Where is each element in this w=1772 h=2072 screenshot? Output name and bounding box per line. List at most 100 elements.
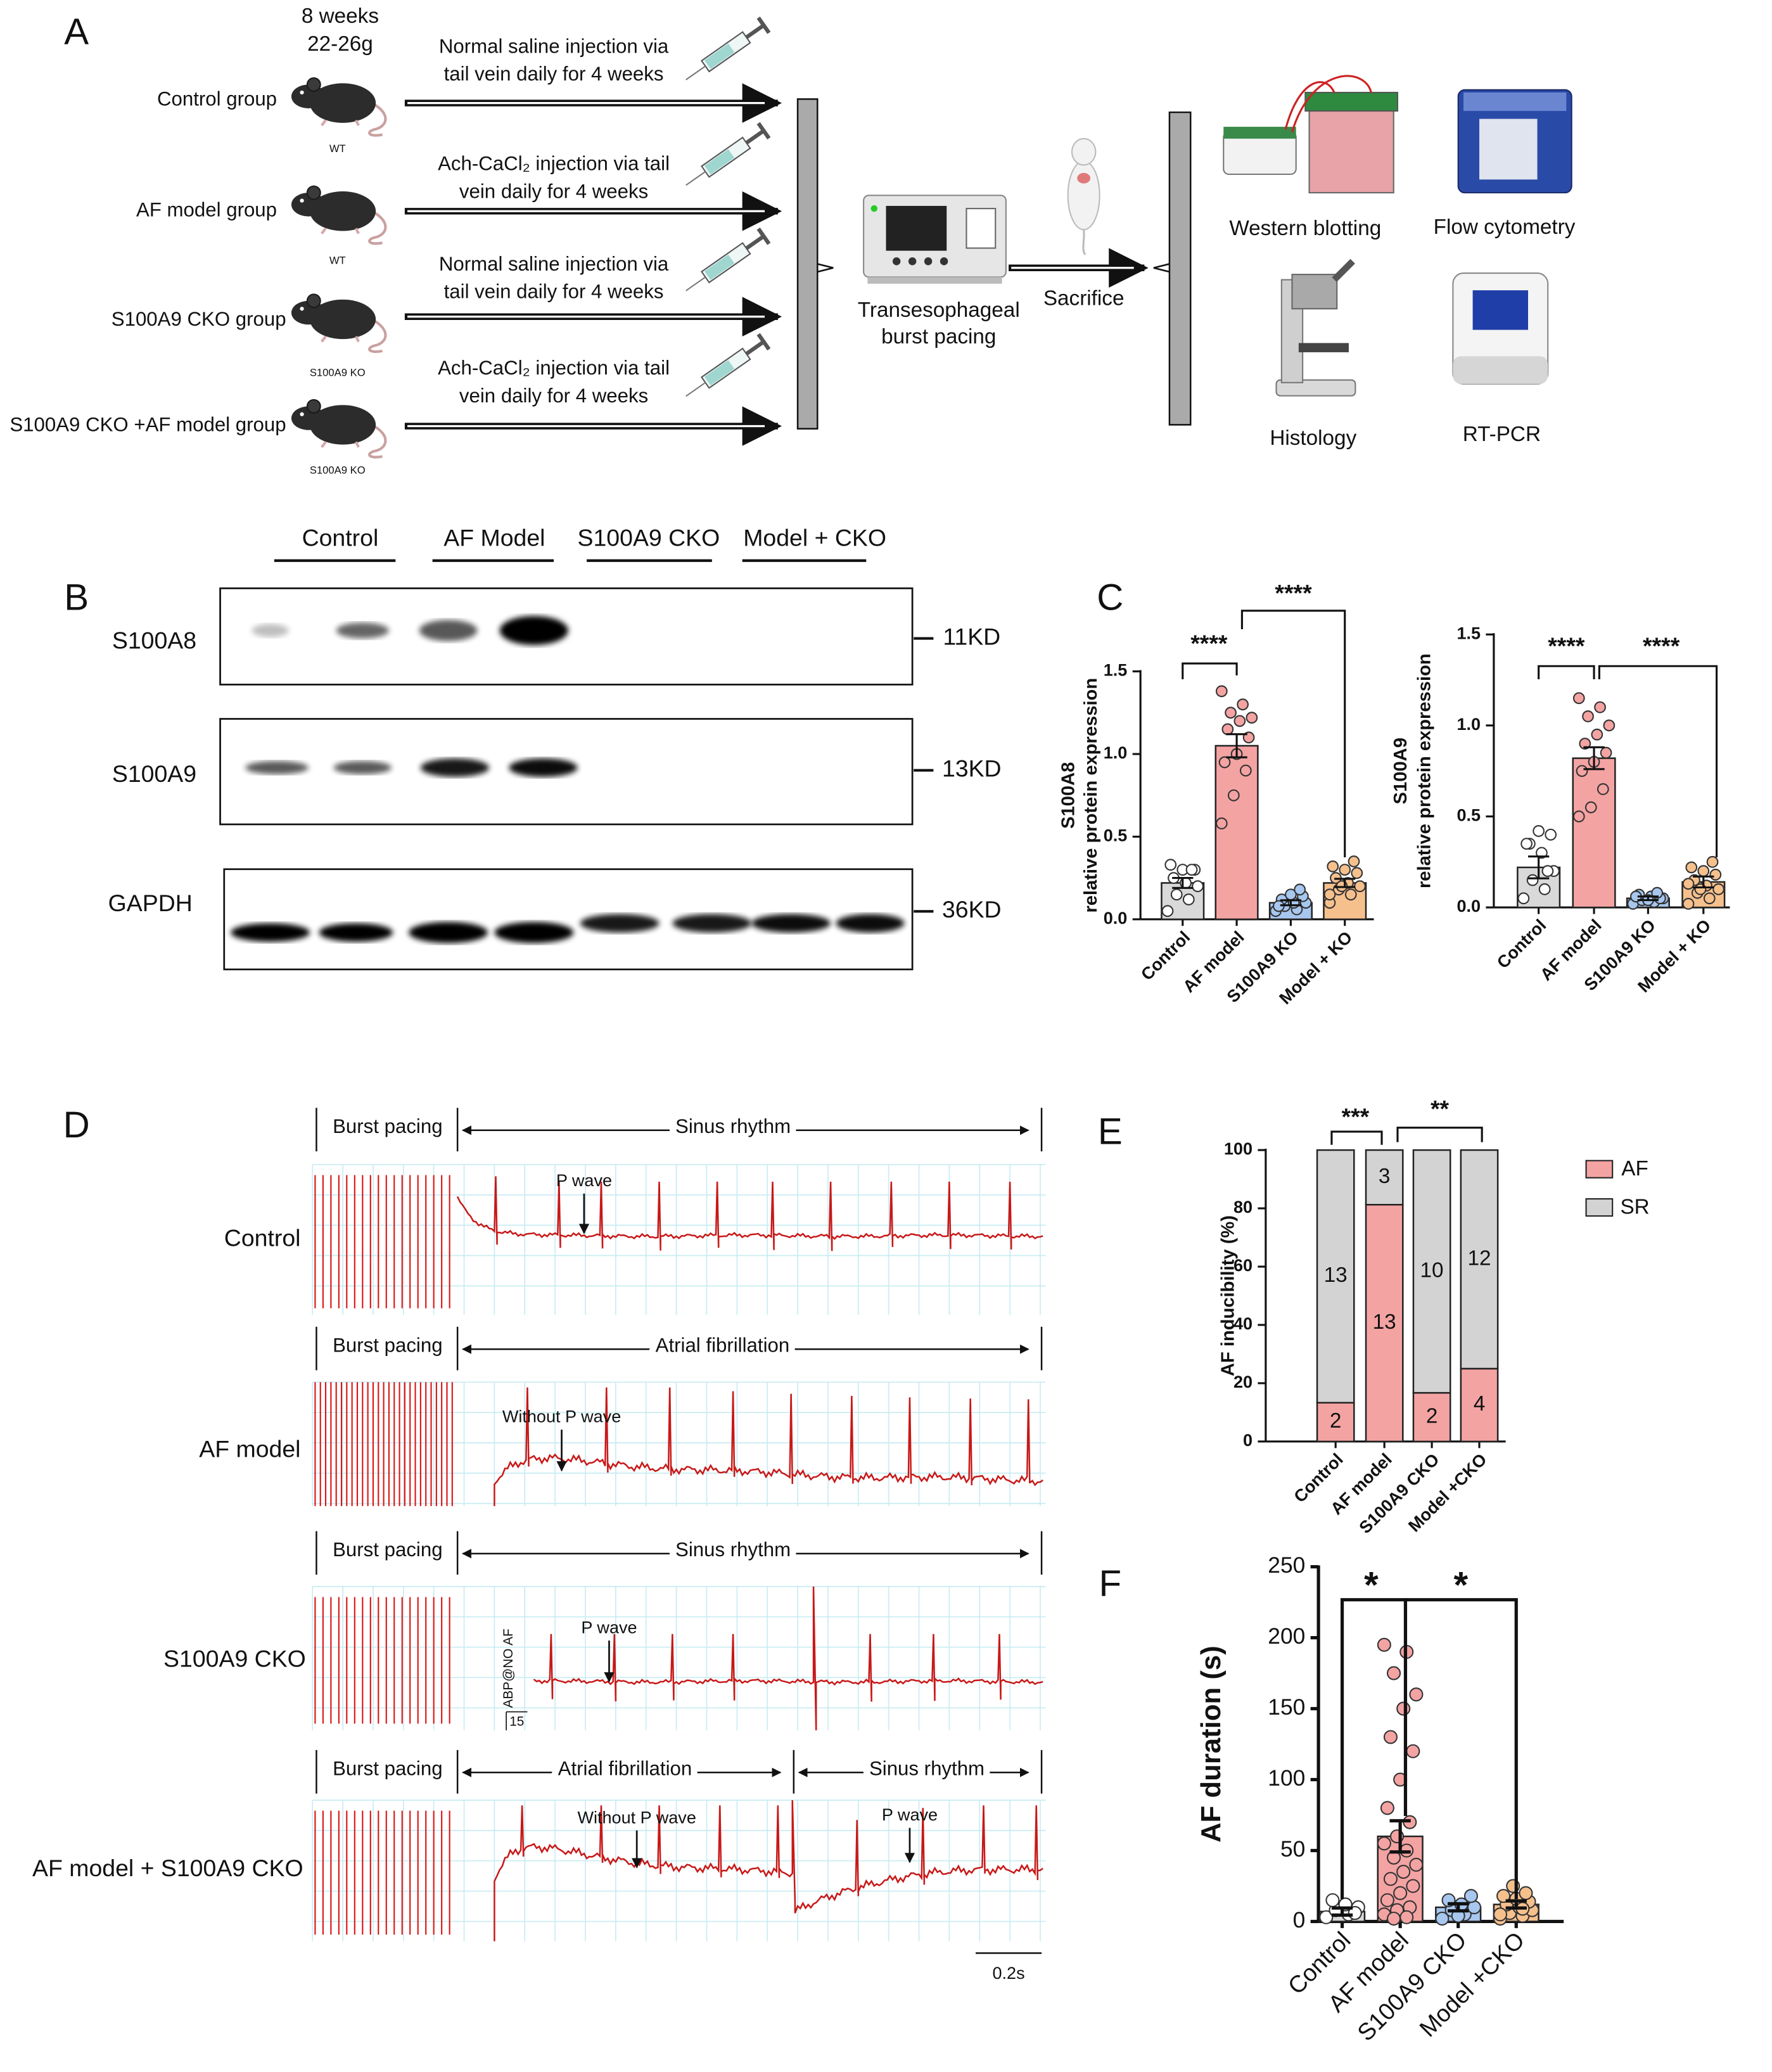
segment-label: Burst pacing (333, 1757, 442, 1779)
panel-letter: B (64, 577, 89, 618)
syringe-liquid (704, 43, 735, 69)
mouse-eye (300, 412, 304, 416)
mouse-feet (321, 227, 360, 234)
data-point (1161, 905, 1174, 918)
error-bar (1637, 895, 1659, 902)
annotation-box (506, 1711, 528, 1730)
genotype: S100A9 KO (310, 464, 366, 476)
data-point (1576, 765, 1588, 777)
data-point (1325, 1893, 1340, 1907)
segment-count: 4 (1474, 1392, 1486, 1416)
segment-label: Atrial fibrillation (558, 1757, 692, 1779)
mouse-eye (300, 90, 304, 95)
data-point (1579, 738, 1591, 750)
data-point (1591, 728, 1603, 741)
y-tick-label: 250 (1268, 1553, 1305, 1578)
blot-box (223, 868, 914, 971)
data-point (1597, 783, 1609, 795)
trace-annotation: Without P wave (502, 1407, 621, 1426)
mouse-ear (306, 77, 321, 92)
bar-segment (1365, 1204, 1404, 1443)
bar (1572, 757, 1616, 909)
y-axis-label: S100A8 (1058, 762, 1078, 829)
device-knob (908, 257, 917, 265)
y-tick-label: 80 (1233, 1198, 1253, 1217)
ecg-trace (456, 1176, 1043, 1251)
blot-band (836, 914, 905, 933)
device-foot (867, 277, 1002, 284)
group-name: S100A9 CKO group (112, 308, 286, 330)
treatment: Ach-CaCl₂ injection via tail (438, 357, 670, 379)
data-point (1351, 867, 1363, 879)
mouse-icon (291, 185, 387, 245)
panel-letter: D (63, 1104, 90, 1146)
y-tick-label: 0.0 (1104, 909, 1128, 928)
error-bar (1389, 1819, 1411, 1854)
blot-band (252, 624, 289, 637)
group-name: S100A9 CKO +AF model group (10, 414, 286, 436)
error-bar (1280, 899, 1302, 907)
data-point (1380, 1893, 1394, 1907)
y-tick-label: 0.5 (1456, 806, 1481, 825)
group-name: AF model group (136, 199, 277, 221)
bar (1214, 745, 1259, 921)
data-point (1496, 1889, 1511, 1903)
syringe-liquid (704, 149, 735, 175)
data-point (1182, 893, 1195, 905)
data-point (1538, 883, 1551, 895)
segment-label: Atrial fibrillation (656, 1334, 790, 1356)
syringe-icon (685, 227, 771, 291)
y-tick-label: 0.0 (1456, 897, 1481, 916)
segment-label: Burst pacing (333, 1115, 442, 1137)
data-point (1682, 897, 1695, 910)
lane-label: Model + CKO (743, 524, 886, 551)
device-panel (966, 208, 997, 249)
white-mouse-tail (1082, 229, 1087, 255)
syringe-plunger (745, 340, 765, 356)
segment-count: 3 (1379, 1165, 1391, 1188)
syringe-plunger (745, 234, 765, 250)
legend-label: SR (1620, 1195, 1649, 1218)
pacing-text: Transesophageal (858, 298, 1020, 322)
data-point (1463, 1889, 1478, 1903)
significance-bracket (1396, 1127, 1483, 1142)
assay: Histology (1270, 426, 1356, 450)
data-point (1572, 810, 1585, 822)
data-point (1377, 1836, 1391, 1851)
blot-box (219, 587, 914, 686)
blot-size: 11KD (943, 623, 1000, 649)
bracket (1168, 111, 1192, 426)
y-tick-label: 200 (1268, 1624, 1305, 1649)
y-axis-label: relative protein expression (1414, 653, 1434, 888)
data-point (1377, 1637, 1391, 1652)
trace-annotation: P wave (556, 1171, 612, 1190)
blot-band (231, 923, 310, 942)
white-mouse-head (1071, 137, 1097, 166)
mouse-eye (300, 198, 304, 203)
data-point (1685, 861, 1698, 874)
data-point (1703, 892, 1716, 905)
data-point (1239, 764, 1252, 777)
segment-label: Sinus rhythm (675, 1115, 791, 1137)
y-tick-label: 0.5 (1104, 826, 1128, 845)
treatment: Ach-CaCl₂ injection via tail (438, 153, 670, 175)
white-mouse-body (1067, 160, 1100, 231)
data-point (1399, 1910, 1414, 1924)
data-point (1227, 789, 1240, 802)
data-point (1386, 1666, 1401, 1680)
trace-annotation: 15 (509, 1715, 524, 1729)
syringe-needle (685, 381, 706, 397)
data-point (1383, 1730, 1398, 1744)
microscope-stage (1298, 343, 1349, 352)
mouse-body (310, 405, 376, 445)
significance-bracket (1405, 1598, 1518, 1900)
mouse-body (310, 299, 376, 340)
assay: Flow cytometry (1434, 215, 1576, 239)
syringe-plunger (745, 129, 765, 145)
syringe-needle (685, 65, 706, 80)
legend-swatch (1585, 1198, 1614, 1217)
y-tick-label: 20 (1233, 1372, 1253, 1391)
legend-swatch (1585, 1160, 1614, 1179)
